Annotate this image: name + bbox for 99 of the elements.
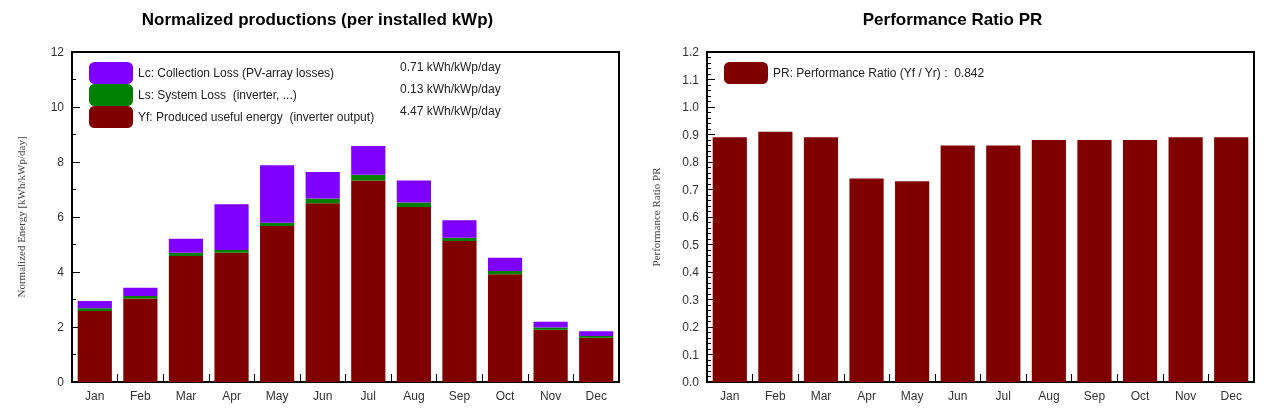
bar (305, 171, 340, 199)
x-tick-label: Nov (539, 389, 562, 403)
bar (396, 202, 431, 208)
bar (712, 137, 747, 382)
x-tick-label: Jun (948, 389, 968, 403)
x-tick-label: Sep (1083, 389, 1106, 403)
bar (1031, 140, 1066, 382)
x-tick-label: Oct (495, 389, 516, 403)
x-tick-label: May (265, 389, 289, 403)
x-tick-label: Dec (1220, 389, 1242, 403)
bar (940, 145, 975, 382)
y-tick-label: 8 (57, 155, 65, 169)
y-tick-label: 1.0 (682, 100, 700, 114)
x-tick-label: Sep (448, 389, 471, 403)
x-tick-label: Feb (765, 389, 787, 403)
bar (579, 331, 614, 337)
x-tick-label: Jul (995, 389, 1011, 403)
bar (803, 137, 839, 382)
bar (168, 256, 204, 382)
y-tick-label: 1.2 (682, 45, 700, 59)
x-tick-label: Jan (720, 389, 740, 403)
y-tick-label: 12 (50, 45, 65, 59)
y-tick-label: 0.2 (682, 320, 700, 334)
bar (442, 237, 477, 241)
y-tick-label: 0.8 (682, 155, 700, 169)
y-tick-label: 2 (57, 320, 65, 334)
x-tick-label: Aug (1038, 389, 1060, 403)
bar (351, 180, 386, 382)
bar (351, 146, 386, 175)
bar (1122, 140, 1158, 382)
y-tick-label: 4 (57, 265, 65, 279)
bar (986, 145, 1021, 382)
bar (260, 165, 295, 223)
y-axis-title: Normalized Energy [kWh/kWp/day] (14, 136, 27, 298)
bar (260, 226, 295, 382)
bar (77, 311, 112, 382)
bar (758, 131, 793, 382)
bar (849, 178, 884, 382)
legend-label: PR: Performance Ratio (Yf / Yr) : 0.842 (773, 66, 985, 80)
bar (168, 238, 204, 253)
bar (895, 181, 930, 382)
y-axis-title: Performance Ratio PR (649, 166, 662, 267)
chart-title: Normalized productions (per installed kWp) (141, 10, 494, 29)
x-tick-label: Dec (585, 389, 607, 403)
annotation: 4.47 kWh/kWp/day (400, 104, 501, 118)
y-tick-label: 0.0 (682, 375, 700, 389)
y-tick-label: 0.4 (682, 265, 700, 279)
y-tick-label: 0.1 (682, 347, 700, 362)
y-tick-label: 0.7 (682, 182, 700, 197)
bar (123, 287, 158, 296)
bar (214, 250, 249, 253)
bar (396, 207, 431, 382)
legend-label: Lc: Collection Loss (PV-array losses) (138, 66, 335, 80)
bar (1077, 140, 1112, 382)
bar (487, 270, 523, 275)
bar (442, 240, 477, 382)
x-tick-label: Jun (313, 389, 333, 403)
bar (396, 180, 431, 203)
x-tick-label: Nov (1174, 389, 1197, 403)
bar (214, 252, 249, 382)
bar (487, 257, 523, 271)
bar (123, 298, 158, 382)
x-tick-label: Mar (175, 389, 197, 403)
bar (533, 329, 568, 382)
x-tick-label: Feb (130, 389, 152, 403)
x-tick-label: Mar (810, 389, 832, 403)
y-tick-label: 0 (57, 375, 65, 389)
y-tick-label: 6 (57, 210, 65, 224)
x-tick-label: Jul (360, 389, 376, 403)
y-tick-label: 0.6 (682, 210, 700, 224)
bar (1214, 137, 1249, 382)
y-tick-label: 0.9 (682, 127, 700, 142)
x-tick-label: Jan (85, 389, 105, 403)
bar (305, 203, 340, 382)
annotation: 0.13 kWh/kWp/day (400, 82, 501, 96)
bar (1168, 137, 1203, 382)
x-tick-label: May (900, 389, 924, 403)
y-tick-label: 0.3 (682, 292, 700, 307)
bar (442, 220, 477, 238)
bar (77, 300, 112, 309)
bar (533, 327, 568, 330)
y-tick-label: 1.1 (682, 72, 700, 87)
bar (77, 308, 112, 312)
legend-label: Yf: Produced useful energy (inverter output) (138, 110, 375, 124)
bar (487, 274, 523, 382)
x-tick-label: Oct (1130, 389, 1151, 403)
x-tick-label: Apr (857, 389, 876, 403)
y-tick-label: 10 (50, 100, 65, 114)
annotation: 0.71 kWh/kWp/day (400, 60, 501, 74)
bar (533, 321, 568, 328)
bar (168, 252, 204, 257)
x-tick-label: Aug (403, 389, 425, 403)
x-tick-label: Apr (222, 389, 241, 403)
chart-title: Performance Ratio PR (862, 10, 1043, 29)
bar (260, 222, 295, 227)
bar (579, 337, 614, 382)
bar (214, 204, 249, 250)
y-tick-label: 0.5 (682, 237, 700, 252)
legend-label: Ls: System Loss (inverter, ...) (138, 88, 297, 102)
